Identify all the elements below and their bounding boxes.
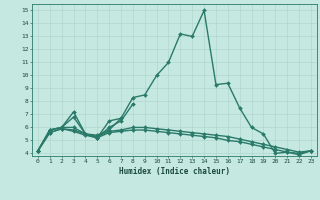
X-axis label: Humidex (Indice chaleur): Humidex (Indice chaleur) [119, 167, 230, 176]
